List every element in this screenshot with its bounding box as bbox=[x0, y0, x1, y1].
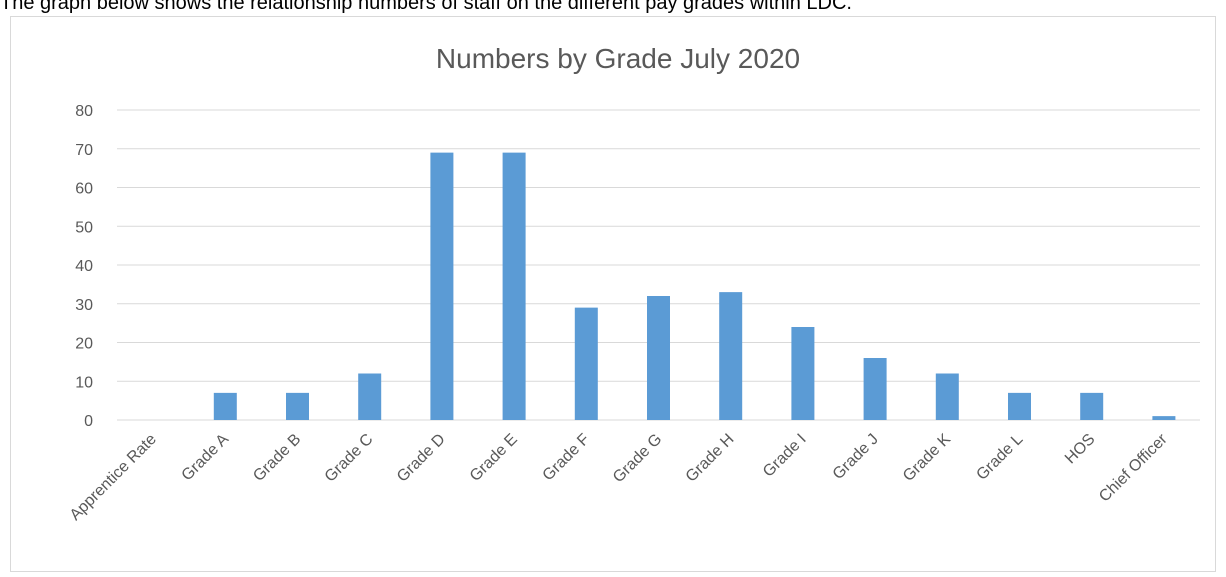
bar bbox=[719, 292, 743, 420]
y-tick-label: 70 bbox=[75, 142, 93, 159]
x-tick-label: Grade K bbox=[900, 431, 954, 485]
x-tick-label: Grade C bbox=[322, 431, 377, 486]
bars bbox=[213, 152, 1176, 420]
x-tick-label: Grade E bbox=[467, 431, 521, 485]
chart-container bbox=[10, 16, 1216, 572]
bar bbox=[430, 152, 454, 420]
bar bbox=[647, 296, 670, 420]
x-axis-ticks: Apprentice Rate Grade A Grade B Grade C Grad… bbox=[67, 430, 1171, 524]
chart-title: Numbers by Grade July 2020 bbox=[436, 43, 800, 74]
bar bbox=[935, 373, 959, 420]
bar bbox=[791, 327, 815, 420]
y-tick-label: 50 bbox=[75, 219, 93, 236]
x-tick-label: Grade F bbox=[540, 431, 594, 485]
bar bbox=[502, 152, 526, 420]
x-tick-label: Grade A bbox=[179, 431, 233, 485]
bar bbox=[863, 358, 887, 420]
x-tick-label: Grade G bbox=[610, 431, 665, 486]
y-tick-label: 0 bbox=[84, 413, 93, 430]
bar bbox=[1008, 392, 1031, 420]
bar bbox=[1152, 416, 1176, 420]
x-tick-label: Apprentice Rate bbox=[67, 431, 160, 524]
y-tick-label: 20 bbox=[75, 336, 93, 353]
x-tick-label: Grade I bbox=[760, 431, 810, 481]
y-tick-label: 80 bbox=[75, 103, 93, 120]
intro-text: The graph below shows the relationship n… bbox=[0, 0, 852, 14]
x-tick-label: Grade B bbox=[250, 431, 304, 485]
x-tick-label: Grade D bbox=[394, 431, 449, 486]
bar bbox=[286, 392, 309, 420]
bar bbox=[213, 392, 237, 420]
bar bbox=[1080, 392, 1104, 420]
x-tick-label: HOS bbox=[1062, 431, 1099, 468]
y-tick-label: 60 bbox=[75, 181, 93, 198]
y-axis-ticks: 0 10 20 30 40 50 60 70 80 bbox=[75, 103, 93, 430]
y-tick-label: 40 bbox=[75, 258, 93, 275]
y-tick-label: 30 bbox=[75, 297, 93, 314]
x-tick-label: Grade J bbox=[830, 431, 882, 483]
x-tick-label: Grade L bbox=[973, 431, 1026, 484]
bar bbox=[574, 307, 598, 420]
x-tick-label: Chief Officer bbox=[1096, 430, 1171, 505]
x-tick-label: Grade H bbox=[683, 431, 738, 486]
y-tick-label: 10 bbox=[75, 374, 93, 391]
bar bbox=[358, 373, 382, 420]
